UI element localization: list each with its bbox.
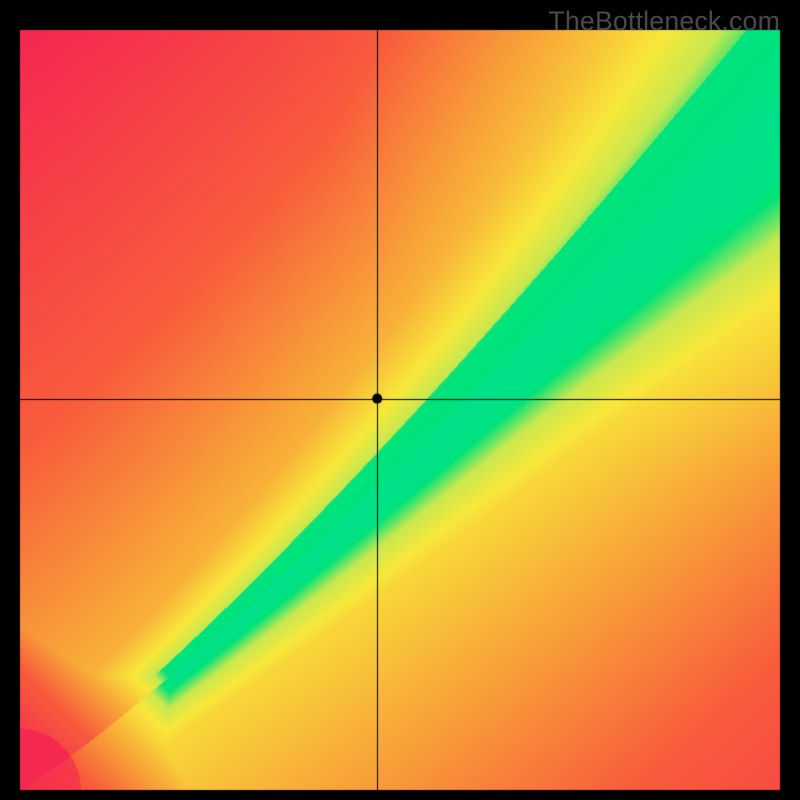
overlay-canvas — [0, 0, 800, 800]
chart-container: TheBottleneck.com — [0, 0, 800, 800]
watermark-text: TheBottleneck.com — [548, 6, 780, 37]
